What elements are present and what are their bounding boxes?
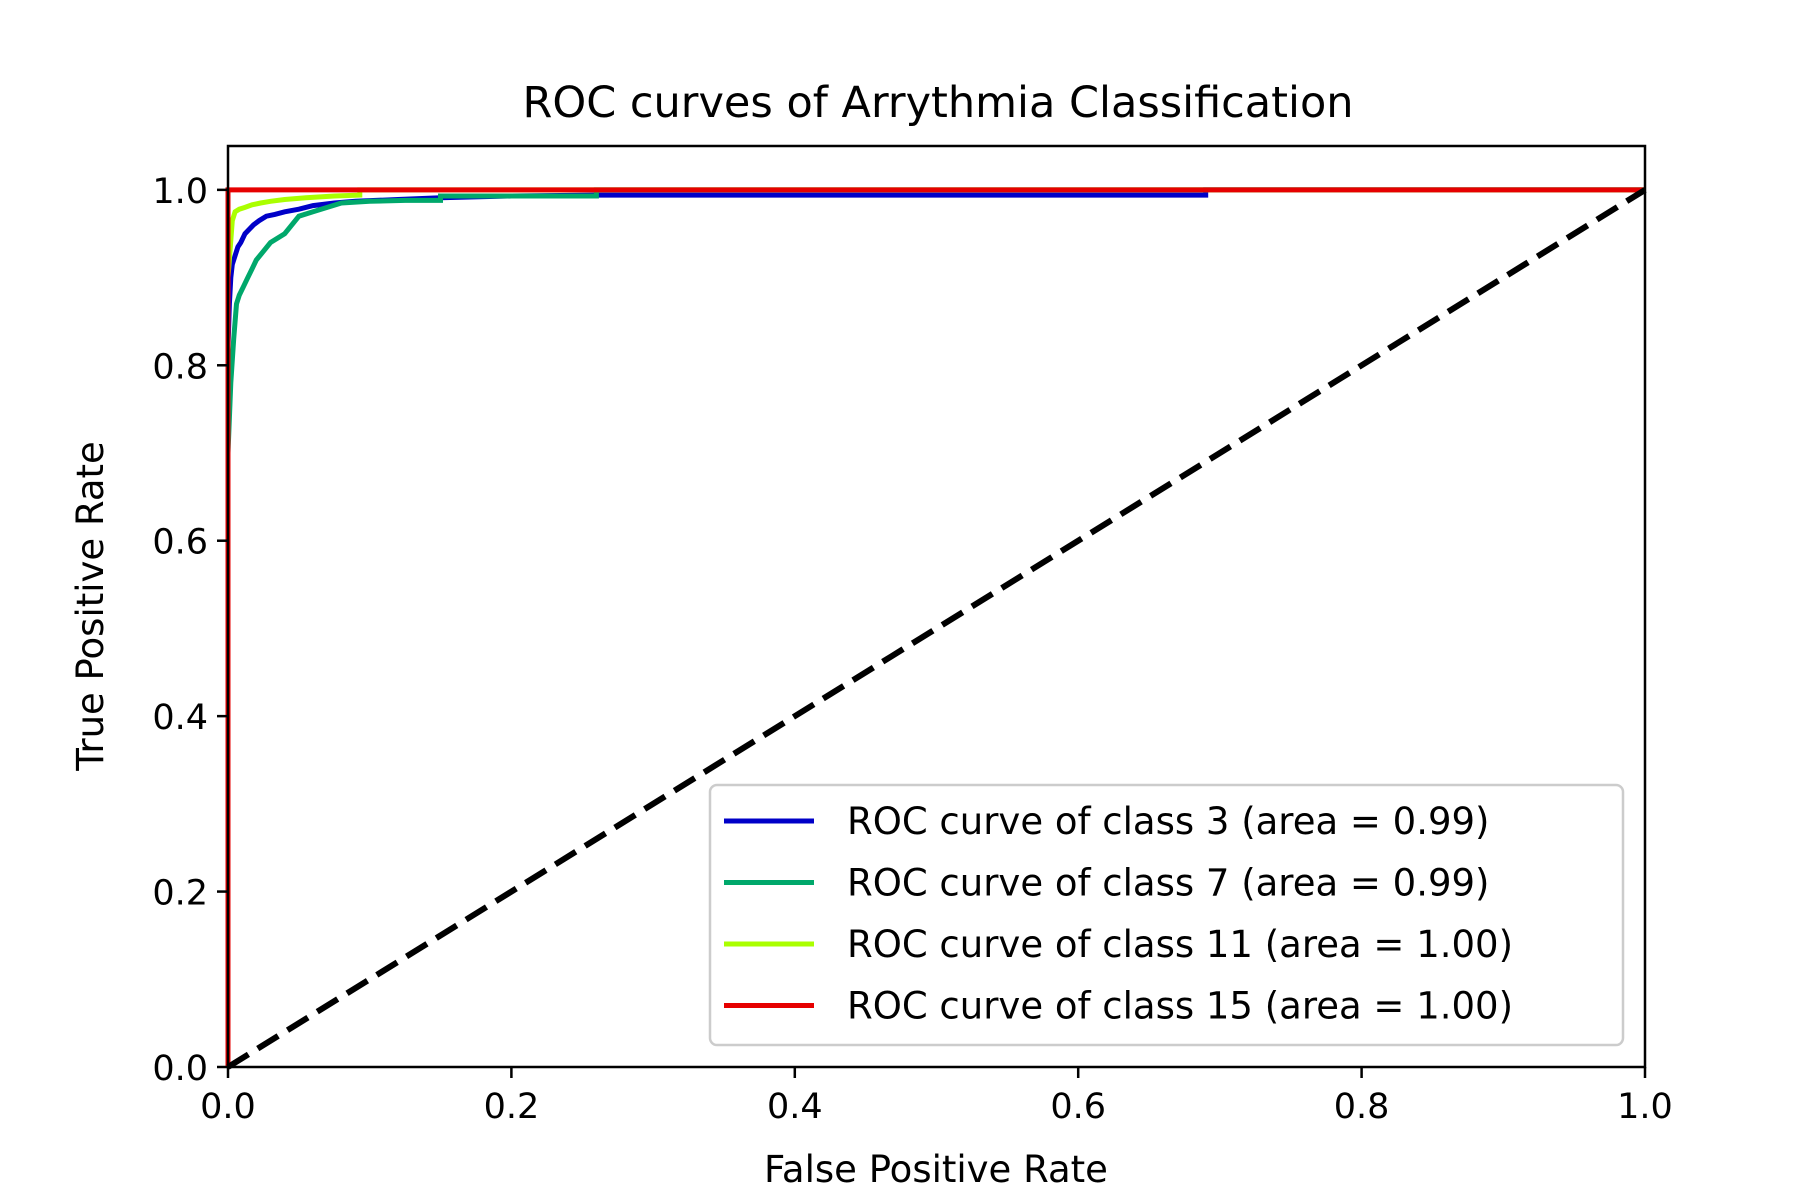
roc-curve-series-1	[225, 187, 1645, 1067]
x-tick-label: 0.4	[767, 1087, 823, 1127]
legend-label: ROC curve of class 15 (area = 1.00)	[847, 985, 1513, 1028]
legend: ROC curve of class 3 (area = 0.99) ROC cu…	[708, 783, 1625, 1047]
legend-label: ROC curve of class 11 (area = 1.00)	[847, 923, 1513, 966]
plot-frame	[226, 144, 1647, 1069]
x-tick-label: 1.0	[1617, 1087, 1673, 1127]
roc-curve-series-2	[225, 187, 1645, 1067]
x-tick-label: 0.2	[484, 1087, 540, 1127]
legend-label: ROC curve of class 3 (area = 0.99)	[847, 800, 1489, 843]
y-tick-label: 0.6	[152, 523, 208, 563]
diagonal-reference-line	[226, 187, 1647, 1070]
x-axis-label: False Positive Rate	[764, 1148, 1108, 1191]
x-tick-label: 0.6	[1050, 1087, 1106, 1127]
x-axis: 0.0 0.2 0.4 0.6 0.8 1.0	[200, 1067, 1673, 1127]
x-tick-label: 0.0	[200, 1087, 256, 1127]
legend-items: ROC curve of class 3 (area = 0.99) ROC cu…	[724, 800, 1513, 1028]
y-tick-label: 0.4	[152, 698, 208, 738]
y-axis: 0.0 0.2 0.4 0.6 0.8 1.0	[152, 172, 228, 1089]
y-tick-label: 0.2	[152, 874, 208, 914]
y-axis-label: True Positive Rate	[69, 441, 112, 772]
roc-curve-series-0	[225, 187, 1645, 1067]
x-tick-label: 0.8	[1334, 1087, 1390, 1127]
legend-box	[708, 783, 1625, 1047]
y-tick-label: 0.8	[152, 347, 208, 387]
chart-title: ROC curves of Arrythmia Classification	[522, 78, 1353, 128]
legend-label: ROC curve of class 7 (area = 0.99)	[847, 862, 1489, 905]
y-tick-label: 0.0	[152, 1049, 208, 1089]
y-tick-label: 1.0	[152, 172, 208, 212]
